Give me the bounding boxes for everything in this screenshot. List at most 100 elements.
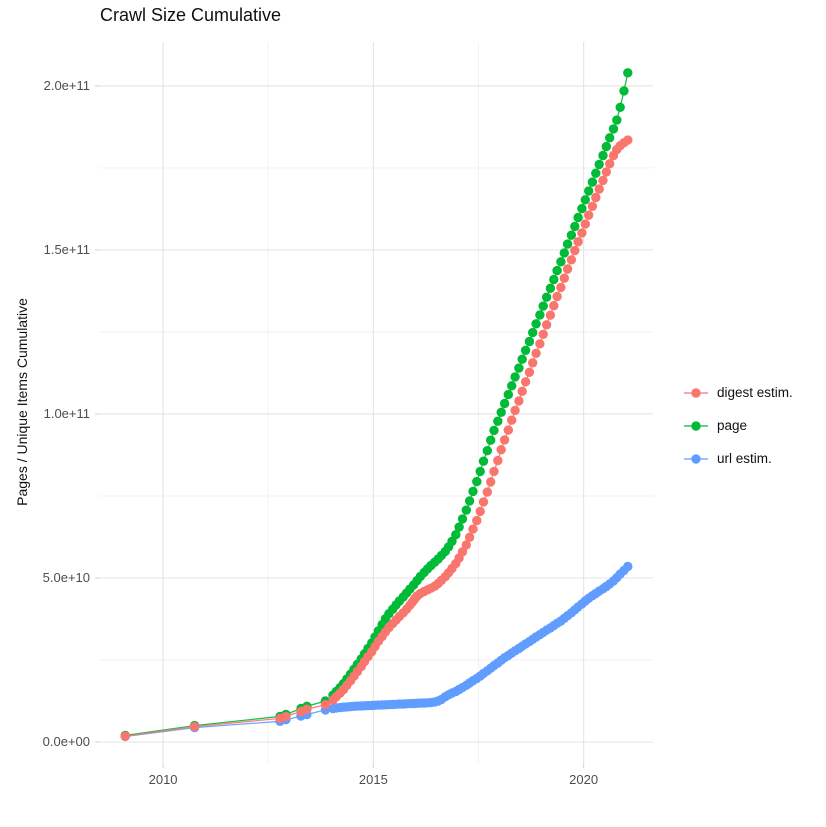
data-point bbox=[601, 167, 611, 177]
data-point bbox=[517, 354, 527, 364]
data-point bbox=[577, 203, 587, 214]
data-point bbox=[499, 435, 510, 445]
data-point bbox=[612, 115, 622, 125]
data-point bbox=[587, 201, 598, 211]
data-point bbox=[120, 731, 130, 741]
data-point bbox=[623, 68, 633, 78]
y-tick-label: 1.0e+11 bbox=[43, 405, 90, 421]
data-point bbox=[623, 135, 633, 145]
data-point bbox=[464, 496, 475, 506]
data-point bbox=[552, 265, 562, 276]
data-point bbox=[605, 133, 615, 143]
data-point bbox=[541, 292, 552, 302]
data-point bbox=[549, 274, 559, 285]
data-point bbox=[601, 141, 611, 152]
legend-label: url estim. bbox=[717, 451, 772, 466]
y-tick-label: 1.5e+11 bbox=[43, 241, 90, 257]
data-point bbox=[503, 389, 513, 400]
data-point bbox=[545, 283, 556, 293]
legend-key-page-icon bbox=[684, 420, 708, 431]
legend-item-url: url estim. bbox=[683, 442, 793, 475]
data-point bbox=[584, 186, 594, 196]
data-point bbox=[486, 477, 496, 487]
data-point bbox=[580, 219, 590, 229]
data-point bbox=[493, 416, 503, 426]
data-point bbox=[514, 363, 524, 373]
data-point bbox=[468, 524, 478, 534]
data-point bbox=[499, 398, 510, 409]
data-point bbox=[464, 532, 475, 542]
data-point bbox=[520, 345, 531, 355]
data-point bbox=[486, 435, 496, 445]
data-point bbox=[541, 320, 552, 330]
data-point bbox=[457, 514, 468, 524]
data-point bbox=[566, 230, 577, 240]
x-tick-label: 2015 bbox=[358, 772, 388, 787]
data-point bbox=[520, 377, 531, 387]
data-point bbox=[538, 329, 548, 339]
data-point bbox=[281, 711, 291, 722]
data-point bbox=[562, 264, 573, 274]
legend-key-url-icon bbox=[684, 453, 708, 464]
data-point bbox=[517, 386, 527, 396]
data-point bbox=[514, 396, 524, 406]
data-point bbox=[598, 150, 608, 161]
data-point bbox=[549, 301, 559, 311]
data-point bbox=[619, 86, 629, 96]
y-tick-label: 5.0e+10 bbox=[42, 569, 90, 585]
data-point bbox=[451, 530, 461, 540]
legend-key-digest-icon bbox=[684, 387, 708, 398]
data-point bbox=[623, 561, 633, 572]
y-tick-label: 0.0e+00 bbox=[42, 734, 90, 749]
data-point bbox=[559, 273, 569, 283]
y-axis-title: Pages / Unique Items Cumulative bbox=[14, 298, 30, 506]
data-point bbox=[556, 282, 566, 293]
data-point bbox=[472, 476, 482, 487]
data-point bbox=[461, 540, 471, 550]
legend-label: digest estim. bbox=[717, 385, 793, 400]
data-point bbox=[468, 486, 478, 497]
data-point bbox=[552, 291, 562, 302]
data-point bbox=[489, 466, 499, 477]
data-point bbox=[538, 301, 548, 311]
data-point bbox=[496, 407, 506, 417]
data-point bbox=[577, 228, 587, 238]
data-point bbox=[478, 456, 489, 466]
legend-item-page: page bbox=[683, 409, 793, 442]
data-point bbox=[475, 506, 485, 517]
data-point bbox=[320, 699, 331, 710]
data-point bbox=[535, 310, 545, 320]
data-point bbox=[496, 445, 506, 455]
data-point bbox=[591, 168, 601, 178]
series-line-url-estim- bbox=[125, 566, 629, 738]
x-tick-label: 2010 bbox=[148, 772, 178, 787]
data-point bbox=[528, 358, 538, 368]
data-point bbox=[503, 425, 513, 435]
data-point bbox=[489, 425, 499, 436]
data-point bbox=[461, 505, 471, 515]
data-point bbox=[510, 405, 520, 416]
data-point bbox=[566, 255, 577, 265]
data-point bbox=[570, 221, 580, 232]
data-point bbox=[594, 184, 604, 194]
data-point bbox=[302, 704, 312, 714]
data-point bbox=[524, 336, 535, 347]
data-point bbox=[528, 327, 538, 338]
data-point bbox=[507, 381, 517, 391]
data-point bbox=[562, 239, 573, 249]
data-point bbox=[482, 446, 492, 456]
data-point bbox=[510, 372, 520, 382]
y-tick-label: 2.0e+11 bbox=[43, 77, 90, 93]
data-point bbox=[531, 348, 541, 358]
data-point bbox=[598, 175, 608, 186]
data-point bbox=[584, 210, 594, 220]
data-point bbox=[573, 212, 583, 223]
x-tick-label: 2020 bbox=[569, 772, 599, 787]
legend-label: page bbox=[717, 418, 748, 433]
data-point bbox=[580, 195, 590, 205]
data-point bbox=[457, 547, 468, 557]
legend-item-digest: digest estim. bbox=[683, 376, 793, 409]
data-point bbox=[535, 339, 545, 349]
